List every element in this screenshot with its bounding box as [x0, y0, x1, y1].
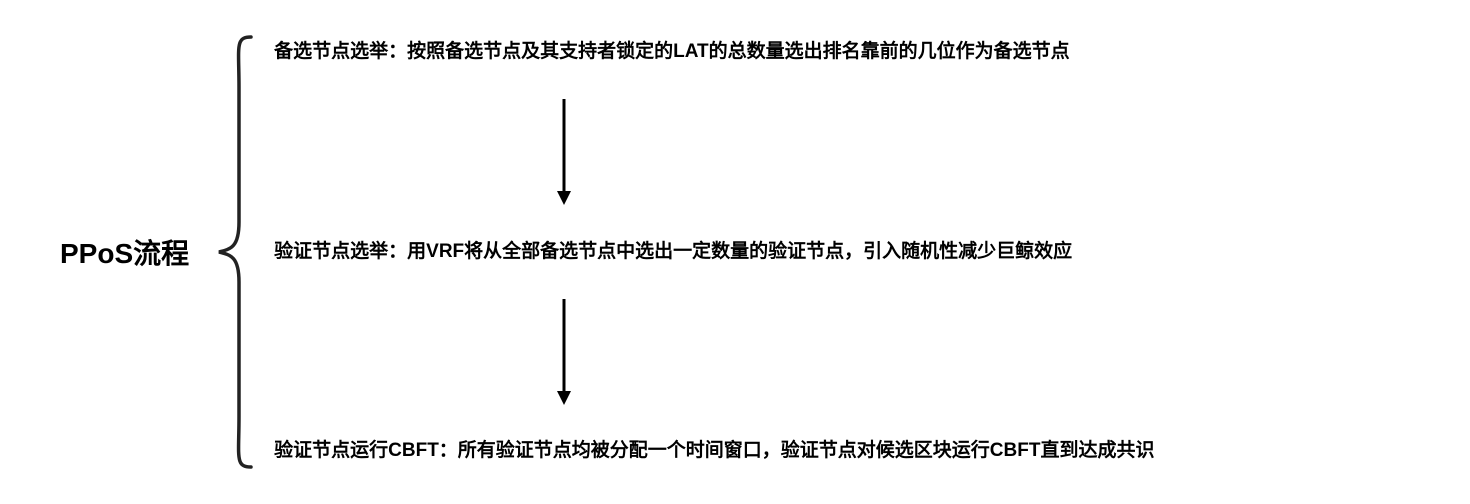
brace-icon — [209, 27, 259, 477]
arrow-down-icon — [554, 97, 574, 207]
steps-content: 备选节点选举：按照备选节点及其支持者锁定的LAT的总数量选出排名靠前的几位作为备… — [274, 27, 1154, 477]
step-1: 备选节点选举：按照备选节点及其支持者锁定的LAT的总数量选出排名靠前的几位作为备… — [274, 39, 1154, 66]
step-2: 验证节点选举：用VRF将从全部备选节点中选出一定数量的验证节点，引入随机性减少巨… — [274, 239, 1154, 266]
arrow-1-wrap — [274, 97, 1154, 207]
arrow-2-wrap — [274, 297, 1154, 407]
diagram-title: PPoS流程 — [60, 232, 189, 272]
diagram-container: PPoS流程 备选节点选举：按照备选节点及其支持者锁定的LAT的总数量选出排名靠… — [0, 0, 1470, 504]
step-3: 验证节点运行CBFT：所有验证节点均被分配一个时间窗口，验证节点对候选区块运行C… — [274, 438, 1154, 465]
arrow-down-icon — [554, 297, 574, 407]
